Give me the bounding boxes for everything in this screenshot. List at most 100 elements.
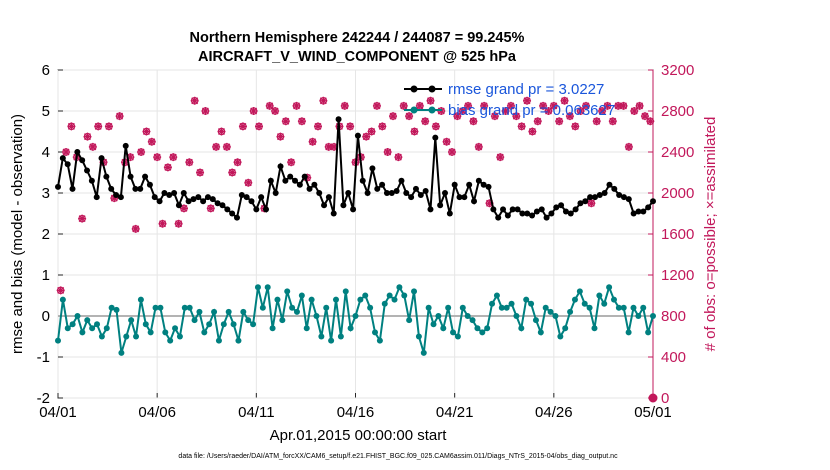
rmse-point	[277, 163, 284, 170]
obs-assimilated-marker	[271, 107, 280, 115]
bias-point	[454, 333, 461, 340]
obs-assimilated-marker	[142, 127, 151, 136]
bias-point	[450, 329, 457, 336]
bias-point	[79, 329, 86, 336]
obs-assimilated-marker	[88, 142, 97, 151]
bias-point	[230, 321, 237, 328]
bias-point	[440, 325, 447, 332]
bias-point	[133, 333, 140, 340]
bias-point	[459, 304, 466, 311]
bias-point	[196, 308, 203, 315]
bias-point	[376, 337, 383, 344]
obs-assimilated-marker	[147, 137, 156, 146]
bias-point	[547, 308, 554, 315]
legend-bias-marker	[410, 106, 418, 114]
bias-point	[567, 308, 574, 315]
rmse-point	[190, 196, 197, 203]
legend: rmse grand pr = 3.0227 bias grand pr = 0…	[404, 81, 615, 119]
rmse-point	[616, 192, 623, 199]
obs-assimilated-marker	[394, 153, 403, 162]
obs-assimilated-marker	[635, 101, 644, 110]
bias-point	[220, 321, 227, 328]
rmse-point	[321, 202, 328, 209]
rmse-point	[258, 194, 265, 201]
obs-assimilated-marker	[533, 117, 542, 126]
rmse-point	[451, 181, 458, 188]
y-axis-label: rmse and bias (model - observation)	[9, 114, 26, 354]
obs-assimilated-marker	[292, 101, 301, 110]
bias-point	[274, 296, 281, 303]
obs-assimilated-marker	[426, 96, 435, 105]
rmse-point	[509, 206, 516, 213]
rmse-point	[412, 185, 419, 192]
bias-point	[206, 321, 213, 328]
rmse-point	[398, 177, 405, 184]
bias-point	[640, 304, 647, 311]
obs-assimilated-marker	[137, 148, 146, 156]
bias-point	[498, 304, 505, 311]
rmse-point	[296, 181, 303, 188]
y-tick-label: 1	[42, 267, 50, 284]
bias-point	[157, 304, 164, 311]
obs-assimilated-marker	[587, 199, 596, 208]
bias-point	[557, 333, 564, 340]
bias-point	[167, 337, 174, 344]
obs-assimilated-marker	[287, 158, 296, 167]
obs-assimilated-marker	[405, 112, 414, 121]
bias-point	[225, 308, 232, 315]
rmse-point	[369, 165, 376, 172]
obs-assimilated-marker	[233, 158, 242, 167]
x-tick-label: 04/16	[337, 404, 375, 421]
obs-assimilated-marker	[179, 204, 188, 213]
bias-point	[172, 325, 179, 332]
bias-point	[128, 317, 135, 324]
bias-point	[103, 325, 110, 332]
x-tick-label: 04/21	[436, 404, 474, 421]
rmse-point	[69, 185, 76, 192]
y-tick-label: 2	[42, 226, 50, 243]
bias-point	[528, 300, 535, 307]
bias-point	[591, 325, 598, 332]
bias-point	[308, 296, 315, 303]
bias-point	[328, 337, 335, 344]
rmse-point	[490, 206, 497, 213]
rmse-point	[475, 177, 482, 184]
rmse-point	[500, 206, 507, 213]
bias-point	[84, 317, 91, 324]
obs-assimilated-marker	[115, 112, 124, 121]
rmse-point	[64, 161, 71, 168]
obs-assimilated-marker	[174, 219, 183, 228]
rmse-point	[316, 190, 323, 196]
bias-point	[635, 313, 642, 319]
obs-assimilated-marker	[389, 112, 398, 121]
bias-point	[55, 337, 61, 344]
rmse-point	[180, 190, 187, 196]
obs-assimilated-marker	[517, 122, 526, 131]
bias-point	[396, 284, 403, 291]
rmse-point	[364, 190, 371, 196]
bias-point	[181, 304, 188, 311]
rmse-point	[533, 208, 540, 215]
rmse-point	[166, 192, 173, 199]
obs-assimilated-marker	[512, 112, 521, 121]
rmse-point	[185, 198, 192, 205]
rmse-point	[374, 185, 381, 192]
obs-assimilated-marker	[555, 117, 564, 126]
bias-point	[176, 333, 183, 340]
y-tick-label: 6	[42, 62, 50, 79]
bias-point	[323, 304, 330, 311]
bias-point	[347, 325, 354, 332]
bias-point	[94, 321, 101, 328]
bias-point	[645, 329, 652, 336]
y-right-tick-label: 2400	[661, 144, 694, 161]
rmse-point	[345, 190, 352, 196]
y-tick-label: 5	[42, 103, 50, 120]
bias-point	[279, 317, 286, 324]
bias-point	[240, 308, 247, 315]
rmse-point	[471, 198, 478, 205]
bias-point	[269, 325, 276, 332]
obs-assimilated-marker	[640, 112, 649, 121]
rmse-point	[567, 210, 574, 217]
obs-assimilated-marker	[464, 101, 473, 110]
obs-assimilated-marker	[104, 122, 113, 131]
